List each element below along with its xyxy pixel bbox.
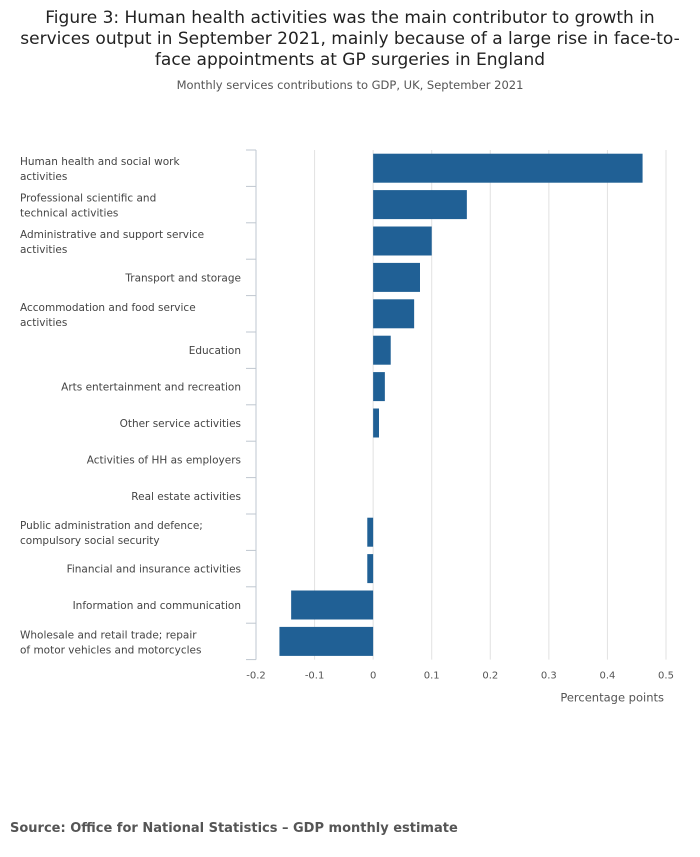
- bar-7: [373, 372, 385, 402]
- category-label: Transport and storage: [124, 272, 241, 284]
- bar-5: [373, 299, 415, 329]
- bar-13: [291, 590, 374, 620]
- x-tick-label: -0.1: [305, 671, 325, 682]
- x-tick-label: 0: [370, 671, 376, 682]
- category-label: Wholesale and retail trade; repair of mot…: [20, 629, 202, 656]
- bar-chart: Human health and social work activities Pr…: [20, 149, 674, 705]
- category-label: Real estate activities: [131, 491, 241, 503]
- category-label: Human health and social work activities: [20, 156, 180, 183]
- x-tick-label: -0.2: [246, 671, 266, 682]
- chart-subtitle: Monthly services contributions to GDP, U…: [176, 78, 524, 92]
- bar-1: [373, 153, 643, 183]
- category-label: Information and communication: [73, 600, 241, 612]
- category-label: Accommodation and food service activities: [20, 302, 196, 329]
- category-label: Activities of HH as employers: [87, 454, 241, 466]
- x-tick-label: 0.4: [599, 671, 615, 682]
- x-tick-label: 0.5: [658, 671, 674, 682]
- category-label: Administrative and support service activi…: [20, 229, 204, 256]
- bar-12: [367, 554, 374, 584]
- x-tick-label: 0.3: [541, 671, 557, 682]
- bar-4: [373, 262, 420, 292]
- category-label: Public administration and defence; compul…: [20, 520, 203, 547]
- bar-6: [373, 335, 391, 365]
- category-label: Education: [189, 345, 241, 357]
- bar-11: [367, 517, 374, 547]
- bar-8: [373, 408, 379, 438]
- category-label: Financial and insurance activities: [67, 564, 241, 576]
- category-label: Arts entertainment and recreation: [61, 382, 241, 394]
- x-axis-title: Percentage points: [560, 691, 664, 705]
- bar-2: [373, 190, 467, 220]
- bar-3: [373, 226, 432, 256]
- chart-title: Figure 3: Human health activities was th…: [20, 8, 680, 70]
- source-note: Source: Office for National Statistics –…: [10, 821, 458, 836]
- x-tick-label: 0.2: [482, 671, 498, 682]
- x-tick-label: 0.1: [424, 671, 440, 682]
- category-label: Professional scientific and technical act…: [20, 193, 156, 220]
- category-label: Other service activities: [120, 418, 241, 430]
- bar-14: [279, 626, 374, 656]
